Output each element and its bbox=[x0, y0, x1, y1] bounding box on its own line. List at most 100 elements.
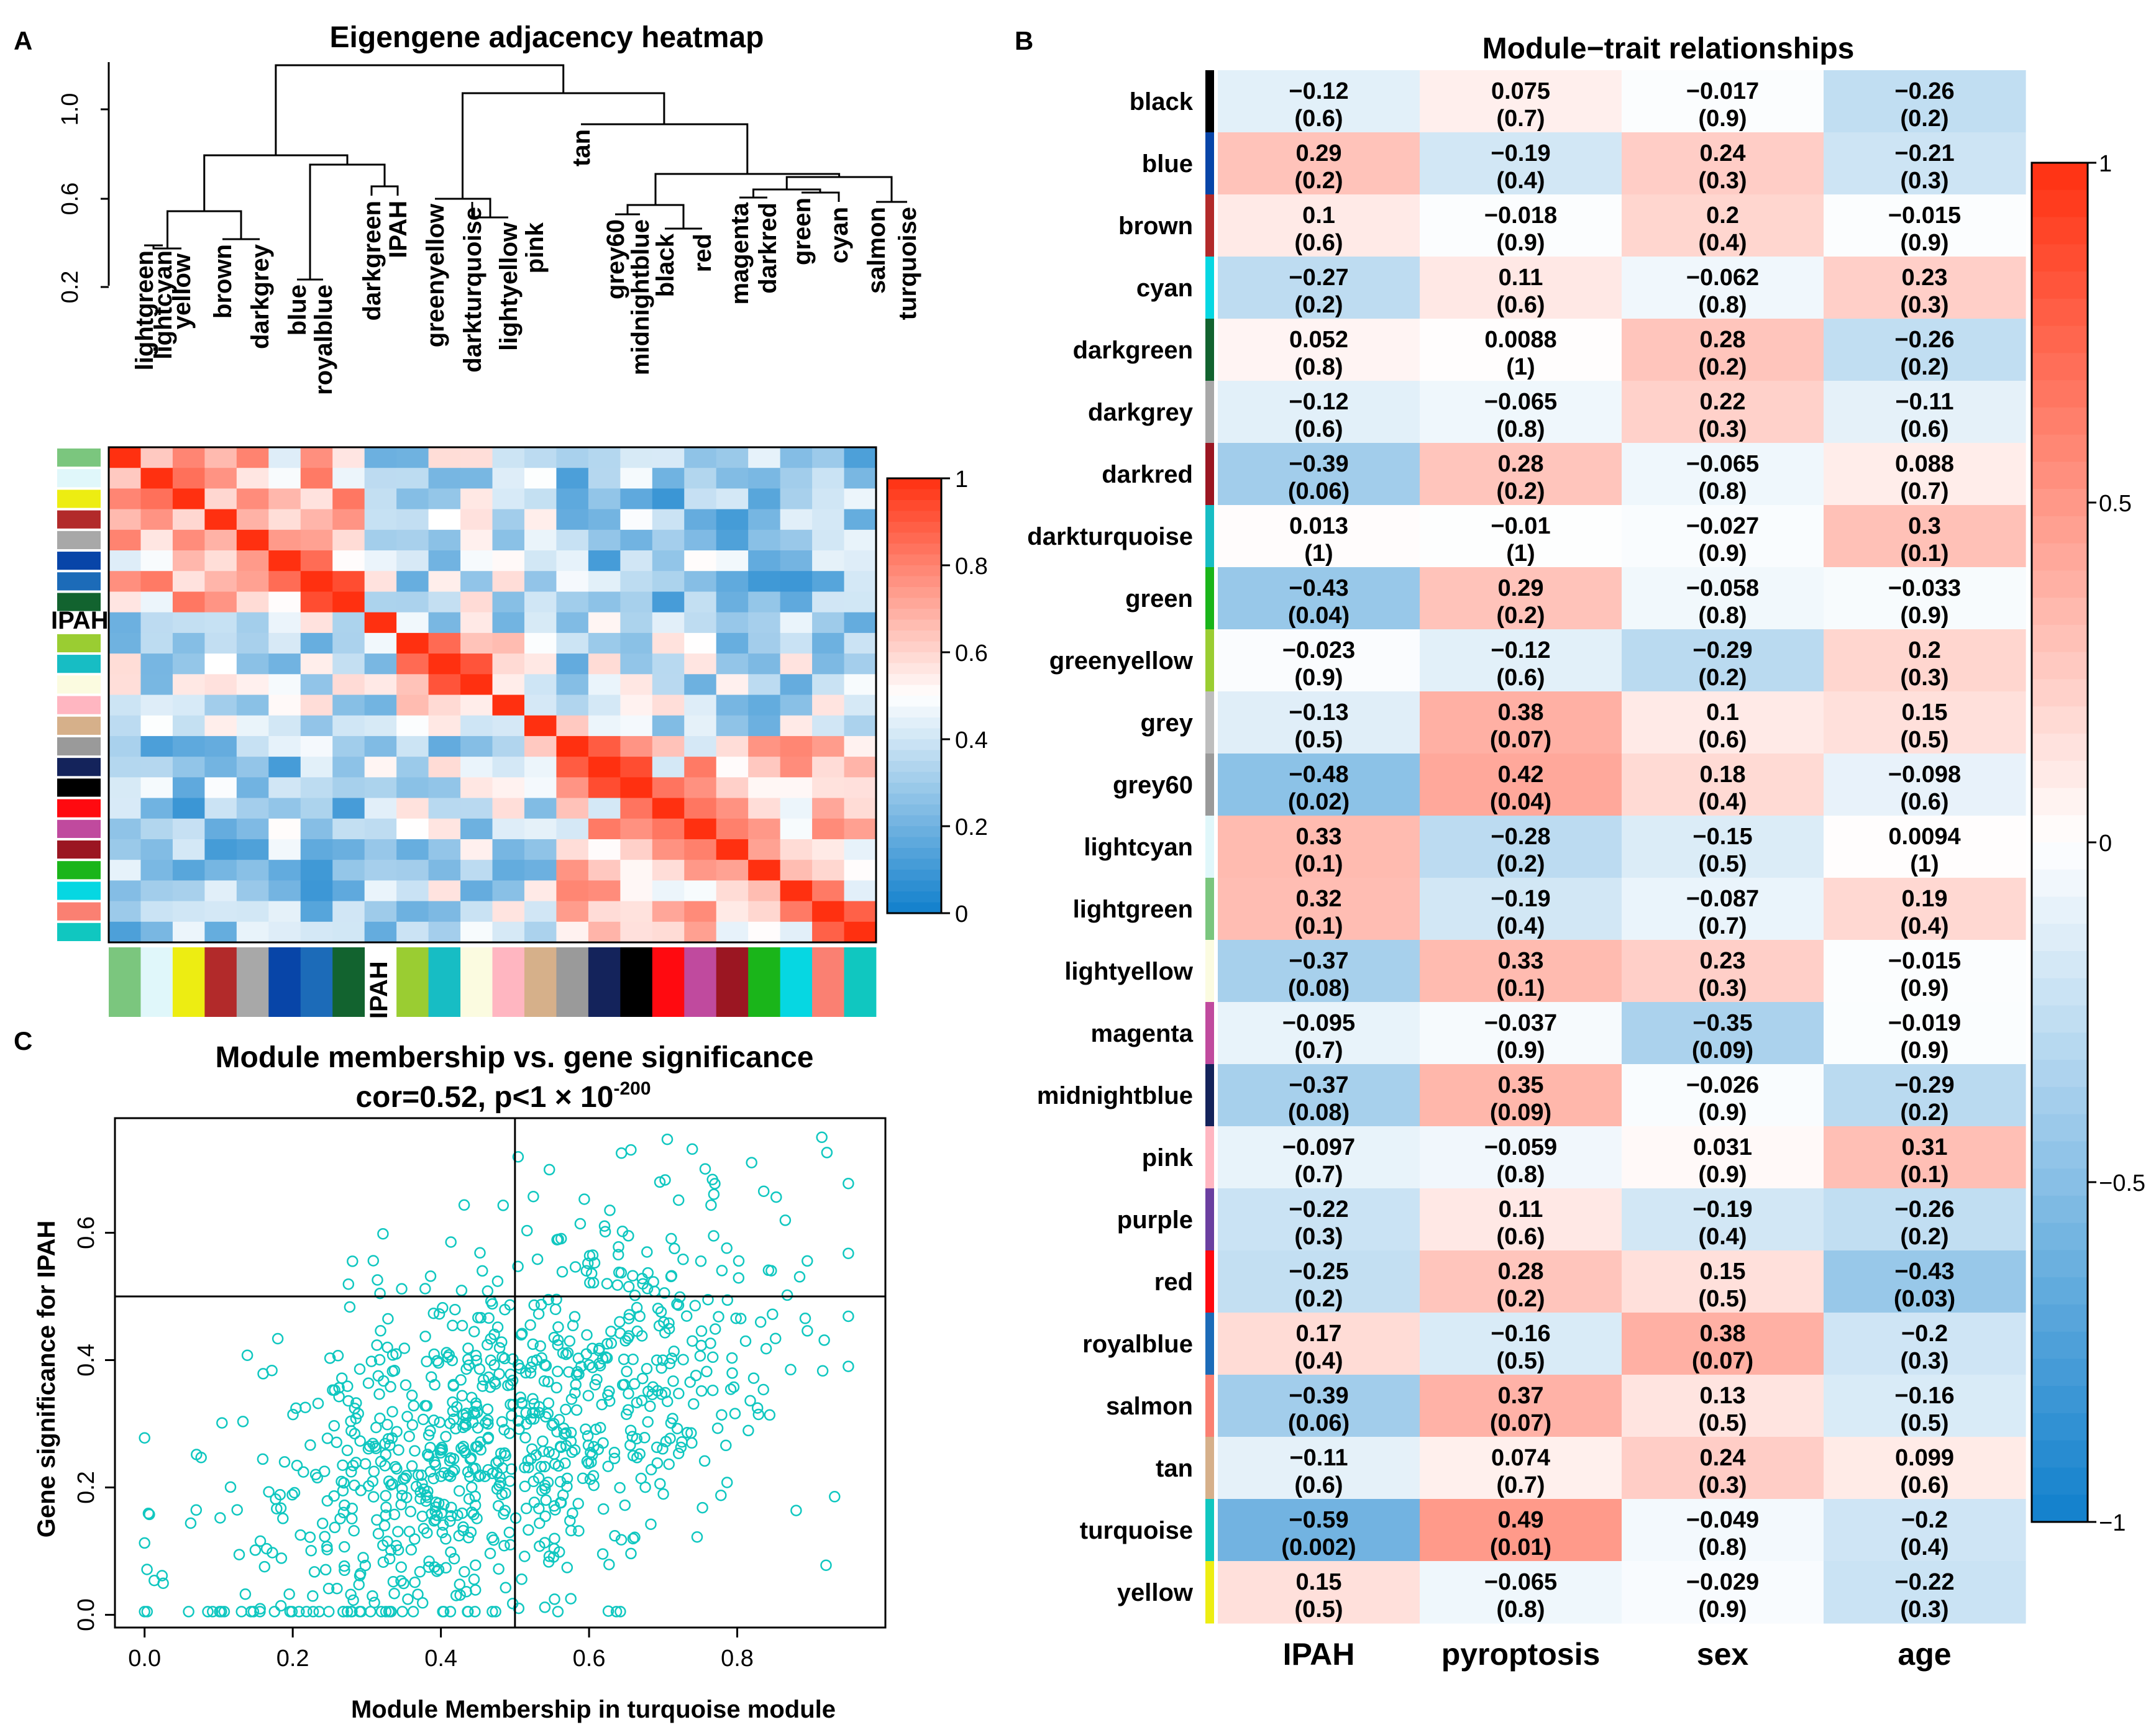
adjacency-cell bbox=[556, 901, 589, 922]
scatter-point bbox=[538, 1375, 550, 1387]
scatter-point bbox=[482, 1285, 494, 1297]
scatter-point bbox=[350, 1397, 362, 1409]
module-trait-cell bbox=[1622, 1375, 1824, 1437]
scatter-point bbox=[284, 1606, 296, 1618]
adjacency-legend-step bbox=[887, 870, 941, 881]
scatter-point bbox=[615, 1267, 628, 1279]
adjacency-cell bbox=[492, 632, 525, 654]
adjacency-cell bbox=[684, 591, 717, 613]
dendrogram-leaf-label: magenta bbox=[726, 202, 754, 304]
adjacency-cell bbox=[652, 468, 685, 490]
scatter-point bbox=[379, 1437, 391, 1450]
adjacency-cell bbox=[332, 591, 365, 613]
adjacency-cell bbox=[588, 757, 621, 778]
scatter-point bbox=[715, 1489, 727, 1501]
scatter-point bbox=[542, 1408, 554, 1419]
adjacency-cell bbox=[524, 653, 557, 675]
adjacency-cell bbox=[236, 529, 269, 551]
adjacency-column-color-swatch bbox=[428, 947, 461, 1017]
adjacency-cell bbox=[364, 694, 397, 716]
scatter-point bbox=[496, 1336, 508, 1348]
adjacency-cell bbox=[204, 488, 237, 510]
adjacency-cell bbox=[300, 509, 333, 531]
adjacency-cell bbox=[300, 550, 333, 572]
module-trait-cell-pvalue: (0.3) bbox=[1900, 665, 1948, 691]
module-trait-cell bbox=[1420, 1561, 1622, 1624]
module-trait-cell-pvalue: (0.5) bbox=[1698, 1286, 1747, 1312]
module-trait-legend-step bbox=[2032, 760, 2088, 789]
scatter-point bbox=[365, 1355, 378, 1367]
module-trait-legend-step bbox=[2032, 1304, 2088, 1332]
adjacency-cell bbox=[109, 488, 142, 510]
adjacency-cell bbox=[140, 860, 173, 881]
y-axis-tick-label: 0.4 bbox=[73, 1344, 99, 1377]
adjacency-cell bbox=[428, 818, 461, 840]
scatter-point bbox=[357, 1552, 369, 1564]
module-trait-cell-pvalue: (0.6) bbox=[1900, 416, 1948, 442]
adjacency-cell bbox=[556, 798, 589, 819]
module-trait-cell-pvalue: (0.2) bbox=[1496, 1286, 1545, 1312]
scatter-point bbox=[549, 1593, 560, 1605]
module-trait-cell-pvalue: (0.6) bbox=[1496, 665, 1545, 691]
adjacency-cell bbox=[780, 777, 813, 799]
adjacency-cell bbox=[172, 880, 205, 902]
scatter-point bbox=[543, 1163, 555, 1176]
module-trait-cell-pvalue: (0.4) bbox=[1698, 230, 1747, 256]
module-trait-cell bbox=[1218, 1499, 1420, 1562]
module-trait-legend-step bbox=[2032, 978, 2088, 1006]
module-trait-legend-step bbox=[2032, 217, 2088, 245]
scatter-point bbox=[583, 1359, 595, 1371]
dendrogram-branch bbox=[462, 92, 665, 199]
module-trait-cell bbox=[1622, 132, 1824, 195]
scatter-point bbox=[751, 1402, 764, 1414]
scatter-point bbox=[582, 1390, 595, 1401]
adjacency-cell bbox=[620, 921, 653, 943]
adjacency-cell bbox=[588, 653, 621, 675]
module-trait-cell-pvalue: (0.9) bbox=[1496, 1037, 1545, 1063]
adjacency-cell bbox=[396, 901, 429, 922]
module-trait-cell-pvalue: (0.2) bbox=[1900, 1224, 1948, 1250]
adjacency-cell bbox=[524, 921, 557, 943]
module-trait-cell-pvalue: (0.9) bbox=[1900, 230, 1948, 256]
module-trait-cell-correlation: 0.2 bbox=[1908, 637, 1941, 663]
dendrogram-branch bbox=[802, 191, 840, 202]
adjacency-cell bbox=[524, 591, 557, 613]
scatter-point bbox=[728, 1381, 740, 1393]
adjacency-cell bbox=[204, 612, 237, 634]
scatter-point bbox=[247, 1606, 260, 1618]
adjacency-cell bbox=[716, 880, 749, 902]
adjacency-cell bbox=[620, 798, 653, 819]
adjacency-cell bbox=[588, 694, 621, 716]
adjacency-cell bbox=[109, 550, 142, 572]
adjacency-cell bbox=[748, 632, 781, 654]
adjacency-cell bbox=[460, 694, 493, 716]
adjacency-cell bbox=[460, 674, 493, 696]
module-trait-legend-step bbox=[2032, 326, 2088, 353]
scatter-point bbox=[482, 1418, 494, 1430]
module-trait-row-color bbox=[1205, 1437, 1214, 1500]
adjacency-cell bbox=[140, 921, 173, 943]
x-axis-tick-label: 0.2 bbox=[276, 1646, 309, 1672]
scatter-point bbox=[380, 1490, 391, 1502]
adjacency-cell bbox=[812, 447, 845, 468]
module-trait-cell bbox=[1218, 443, 1420, 506]
adjacency-cell bbox=[300, 818, 333, 840]
module-trait-cell bbox=[1622, 1437, 1824, 1500]
scatter-point bbox=[695, 1255, 707, 1267]
scatter-point bbox=[744, 1395, 756, 1407]
adjacency-legend-step bbox=[887, 685, 941, 696]
adjacency-cell bbox=[620, 757, 653, 778]
scatter-point bbox=[409, 1533, 421, 1545]
module-trait-legend-step bbox=[2032, 1168, 2088, 1196]
adjacency-legend-step bbox=[887, 902, 941, 914]
adjacency-cell bbox=[396, 674, 429, 696]
adjacency-cell bbox=[300, 880, 333, 902]
scatter-point bbox=[532, 1308, 545, 1320]
module-trait-row-label: blue bbox=[1142, 150, 1193, 178]
scatter-point bbox=[641, 1363, 653, 1375]
scatter-point bbox=[429, 1514, 442, 1526]
scatter-point bbox=[587, 1342, 598, 1355]
adjacency-cell bbox=[140, 798, 173, 819]
scatter-point bbox=[733, 1272, 745, 1284]
adjacency-cell bbox=[812, 818, 845, 840]
